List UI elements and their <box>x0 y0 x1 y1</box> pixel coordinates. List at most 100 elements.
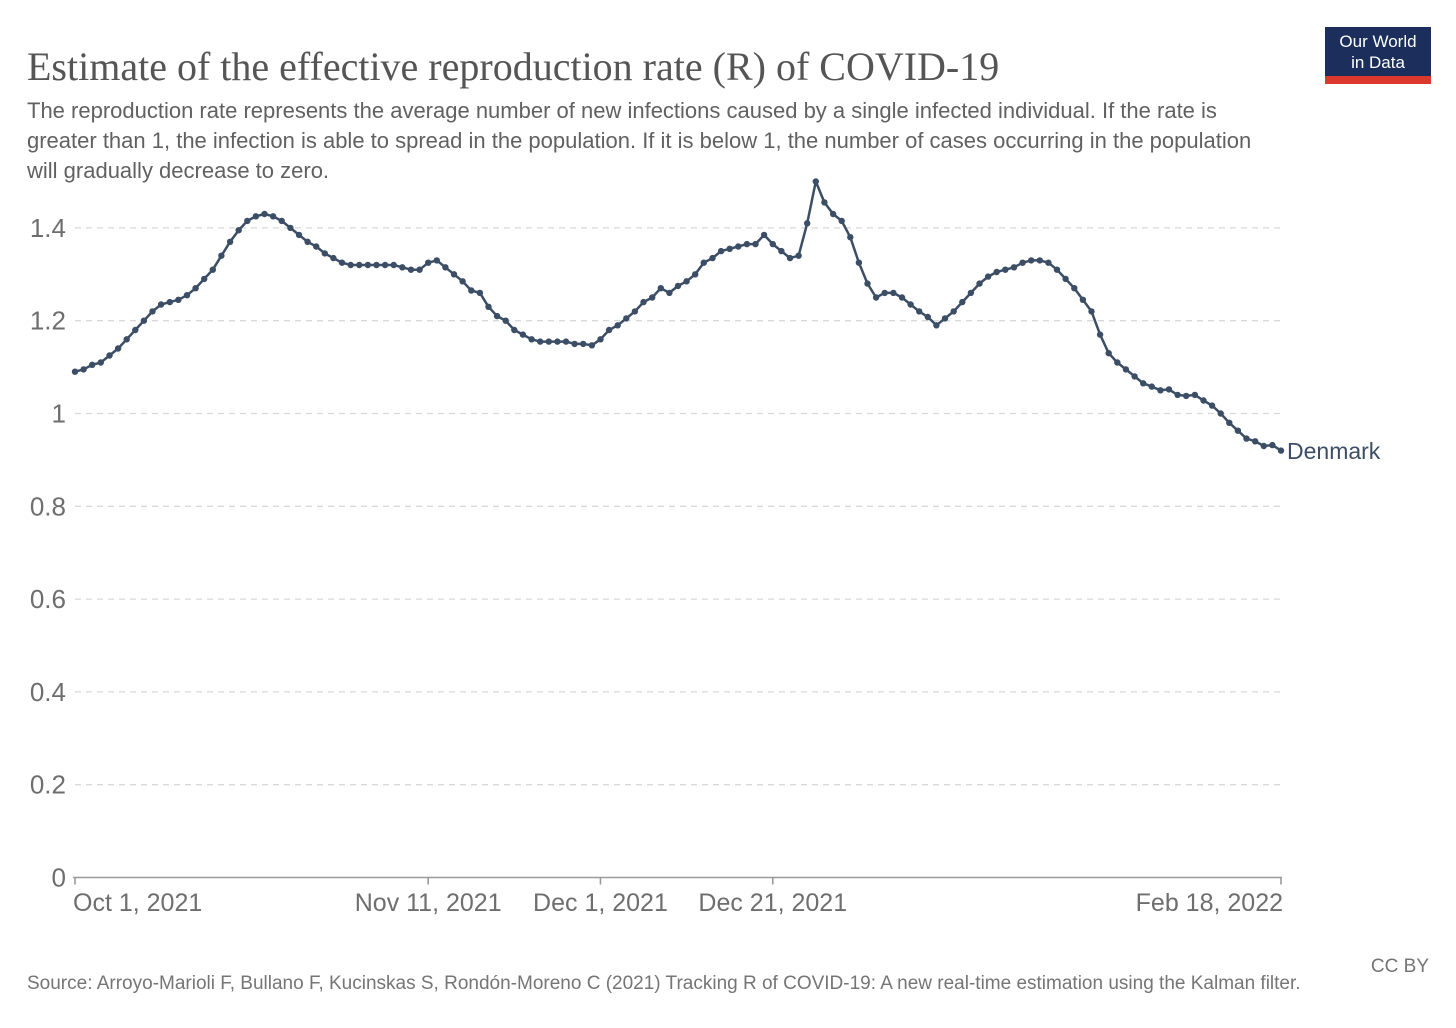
data-point-marker <box>399 264 406 271</box>
data-point-marker <box>847 234 854 241</box>
y-axis-tick-label: 0.4 <box>30 677 66 707</box>
data-point-marker <box>175 296 182 303</box>
data-point-marker <box>1053 266 1061 273</box>
data-point-marker <box>450 271 458 278</box>
data-point-marker <box>855 259 863 266</box>
data-point-marker <box>631 308 639 315</box>
data-point-marker <box>786 254 794 262</box>
data-point-marker <box>752 240 759 248</box>
data-point-marker <box>106 352 113 359</box>
data-point-marker <box>984 273 992 280</box>
x-axis-tick-label: Dec 1, 2021 <box>533 889 668 917</box>
data-point-marker <box>97 359 105 366</box>
data-point-marker <box>321 250 328 257</box>
license-badge: CC BY <box>1370 956 1429 977</box>
data-point-marker <box>269 213 277 220</box>
y-axis-tick-label: 1 <box>52 399 66 429</box>
data-point-marker <box>459 278 466 285</box>
data-point-marker <box>838 217 845 225</box>
data-point-marker <box>1079 296 1087 303</box>
data-point-marker <box>80 366 87 373</box>
x-axis-tick-label: Dec 21, 2021 <box>698 889 847 917</box>
data-point-marker <box>1165 386 1173 393</box>
data-point-marker <box>1208 402 1216 409</box>
data-point-marker <box>71 368 79 375</box>
data-point-marker <box>132 326 139 334</box>
data-point-marker <box>1062 275 1069 283</box>
data-point-marker <box>442 264 449 271</box>
data-point-marker <box>356 261 363 269</box>
data-point-marker <box>1140 380 1147 387</box>
data-point-marker <box>821 199 828 206</box>
data-point-marker <box>829 210 837 218</box>
data-point-marker <box>209 266 216 273</box>
data-point-marker <box>916 308 923 315</box>
data-point-marker <box>89 361 96 368</box>
data-point-marker <box>967 289 975 297</box>
data-point-marker <box>666 289 673 297</box>
x-axis-tick-label: Nov 11, 2021 <box>355 889 502 917</box>
data-point-marker <box>1096 331 1104 338</box>
data-point-marker <box>278 217 285 225</box>
data-point-marker <box>140 317 148 324</box>
data-point-marker <box>1243 435 1250 442</box>
y-axis-tick-label: 0.8 <box>30 491 66 521</box>
data-point-marker <box>1071 285 1078 292</box>
data-point-marker <box>1019 259 1026 266</box>
page-title: Estimate of the effective reproduction r… <box>27 43 1000 89</box>
data-point-marker <box>381 261 389 269</box>
data-point-marker <box>614 322 621 329</box>
data-point-marker <box>149 308 156 315</box>
data-point-marker <box>735 243 742 250</box>
data-point-marker <box>1010 264 1018 271</box>
data-point-marker <box>907 301 914 308</box>
data-point-marker <box>1200 397 1207 404</box>
data-point-marker <box>950 308 957 315</box>
data-point-marker <box>959 298 966 306</box>
data-point-marker <box>795 252 802 259</box>
data-point-marker <box>898 294 906 301</box>
x-axis-tick-label: Feb 18, 2022 <box>1136 889 1283 917</box>
data-point-marker <box>692 271 699 278</box>
data-point-marker <box>1045 259 1052 266</box>
owid-logo-text-line2: in Data <box>1351 52 1405 72</box>
data-point-marker <box>1174 391 1181 399</box>
data-point-marker <box>872 294 880 301</box>
data-point-marker <box>1277 447 1285 454</box>
data-point-marker <box>1036 257 1044 264</box>
data-point-marker <box>571 340 578 348</box>
data-point-marker <box>562 338 570 345</box>
data-point-marker <box>700 259 707 266</box>
data-point-marker <box>330 254 337 262</box>
data-point-marker <box>313 243 320 250</box>
data-point-marker <box>924 313 931 321</box>
data-point-marker <box>1234 427 1242 434</box>
data-point-marker <box>218 252 225 259</box>
data-point-marker <box>683 278 690 285</box>
data-point-marker <box>295 231 303 239</box>
data-point-marker <box>157 301 165 308</box>
data-point-marker <box>1114 359 1121 366</box>
data-point-marker <box>709 254 716 262</box>
data-point-marker <box>287 224 294 232</box>
data-point-marker <box>743 240 751 248</box>
data-point-marker <box>347 261 354 269</box>
data-point-marker <box>502 317 509 324</box>
data-point-marker <box>123 336 130 343</box>
data-point-marker <box>812 178 819 185</box>
data-point-marker <box>528 336 535 343</box>
data-point-marker <box>1260 442 1268 450</box>
data-point-marker <box>201 275 208 283</box>
data-point-marker <box>640 298 647 306</box>
data-point-marker <box>226 238 234 245</box>
data-point-marker <box>364 261 372 269</box>
data-point-marker <box>597 336 604 343</box>
series-end-label: Denmark <box>1287 438 1381 464</box>
source-note: Source: Arroyo-Marioli F, Bullano F, Kuc… <box>27 973 1301 994</box>
data-point-marker <box>252 213 260 220</box>
y-axis-tick-label: 0.2 <box>30 770 66 800</box>
data-point-marker <box>588 342 596 349</box>
data-point-marker <box>1183 392 1190 400</box>
y-axis-tick-label: 1.4 <box>30 213 66 243</box>
data-point-marker <box>1217 410 1224 417</box>
